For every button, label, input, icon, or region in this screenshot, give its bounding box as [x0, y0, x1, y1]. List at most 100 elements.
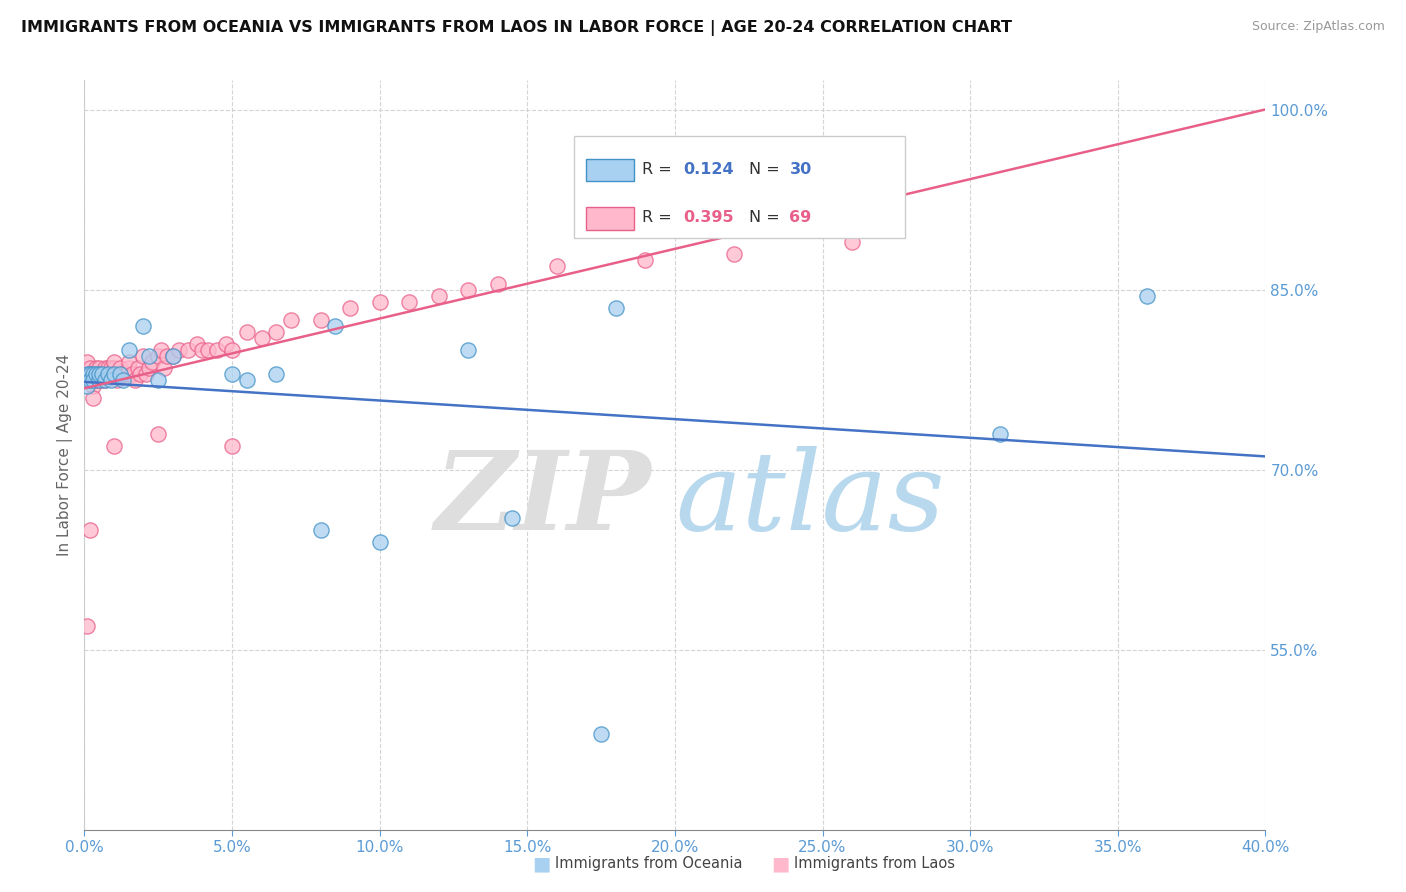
Point: [191, 343, 214, 357]
Point: [129, 367, 152, 381]
Point: [84, 361, 107, 376]
Point: [124, 373, 146, 387]
Point: [148, 426, 170, 441]
Point: [76, 367, 98, 381]
Point: [84, 373, 107, 387]
Point: [79, 523, 101, 537]
Point: [135, 367, 157, 381]
Point: [79, 367, 101, 381]
Point: [103, 367, 125, 381]
Point: [167, 343, 190, 357]
Point: [121, 367, 143, 381]
Point: [457, 283, 479, 297]
Point: [105, 373, 128, 387]
Text: N =: N =: [749, 161, 785, 177]
Point: [82, 379, 104, 393]
Point: [398, 295, 420, 310]
Y-axis label: In Labor Force | Age 20-24: In Labor Force | Age 20-24: [58, 354, 73, 556]
Point: [82, 373, 104, 387]
Bar: [586, 207, 634, 230]
Point: [368, 295, 391, 310]
Point: [76, 373, 98, 387]
Point: [79, 361, 101, 376]
Point: [103, 361, 125, 376]
Point: [87, 373, 111, 387]
Point: [108, 367, 131, 381]
Point: [87, 361, 111, 376]
Text: 0.124: 0.124: [683, 161, 734, 177]
Point: [94, 373, 117, 387]
Point: [141, 355, 163, 369]
Point: [118, 343, 141, 357]
Point: [82, 367, 104, 381]
Point: [87, 373, 111, 387]
Point: [82, 391, 104, 405]
Point: [76, 355, 98, 369]
Point: [215, 337, 238, 351]
Point: [280, 313, 302, 327]
Point: [118, 355, 141, 369]
Point: [153, 361, 176, 376]
Point: [1136, 289, 1159, 303]
Point: [97, 361, 120, 376]
Point: [148, 373, 170, 387]
Text: Source: ZipAtlas.com: Source: ZipAtlas.com: [1251, 20, 1385, 33]
Point: [111, 373, 134, 387]
Point: [108, 361, 131, 376]
Point: [138, 349, 160, 363]
Point: [266, 325, 288, 339]
Text: 0.395: 0.395: [683, 211, 734, 226]
Point: [103, 439, 125, 453]
Point: [207, 343, 229, 357]
Point: [118, 361, 141, 376]
Point: [138, 361, 160, 376]
Text: atlas: atlas: [675, 446, 945, 554]
Text: ZIP: ZIP: [434, 446, 651, 554]
Point: [325, 319, 347, 334]
Point: [84, 367, 107, 381]
Text: Immigrants from Laos: Immigrants from Laos: [794, 856, 956, 871]
Point: [82, 367, 104, 381]
Point: [486, 277, 509, 291]
Point: [87, 367, 111, 381]
Point: [723, 247, 745, 261]
Point: [76, 379, 98, 393]
Point: [186, 337, 208, 351]
Text: ■: ■: [531, 854, 551, 873]
Point: [79, 367, 101, 381]
Point: [501, 511, 523, 525]
Point: [156, 349, 179, 363]
Point: [162, 349, 184, 363]
Text: 69: 69: [789, 211, 811, 226]
Point: [91, 367, 114, 381]
Text: ■: ■: [770, 854, 790, 873]
Point: [368, 534, 391, 549]
Point: [79, 373, 101, 387]
Point: [591, 726, 613, 740]
Point: [94, 373, 117, 387]
Point: [132, 349, 155, 363]
Point: [91, 373, 114, 387]
Point: [127, 361, 149, 376]
Point: [177, 343, 200, 357]
Point: [94, 361, 117, 376]
Point: [76, 367, 98, 381]
Point: [546, 259, 568, 273]
Point: [309, 523, 332, 537]
Point: [148, 349, 170, 363]
Point: [79, 373, 101, 387]
Point: [108, 367, 131, 381]
Point: [309, 313, 332, 327]
Point: [221, 343, 243, 357]
Point: [162, 349, 184, 363]
Point: [197, 343, 219, 357]
Point: [634, 253, 657, 268]
Point: [76, 619, 98, 633]
Point: [103, 355, 125, 369]
Point: [605, 301, 627, 315]
Point: [841, 235, 863, 249]
Point: [84, 367, 107, 381]
Point: [100, 367, 122, 381]
Point: [988, 426, 1011, 441]
Point: [236, 325, 259, 339]
